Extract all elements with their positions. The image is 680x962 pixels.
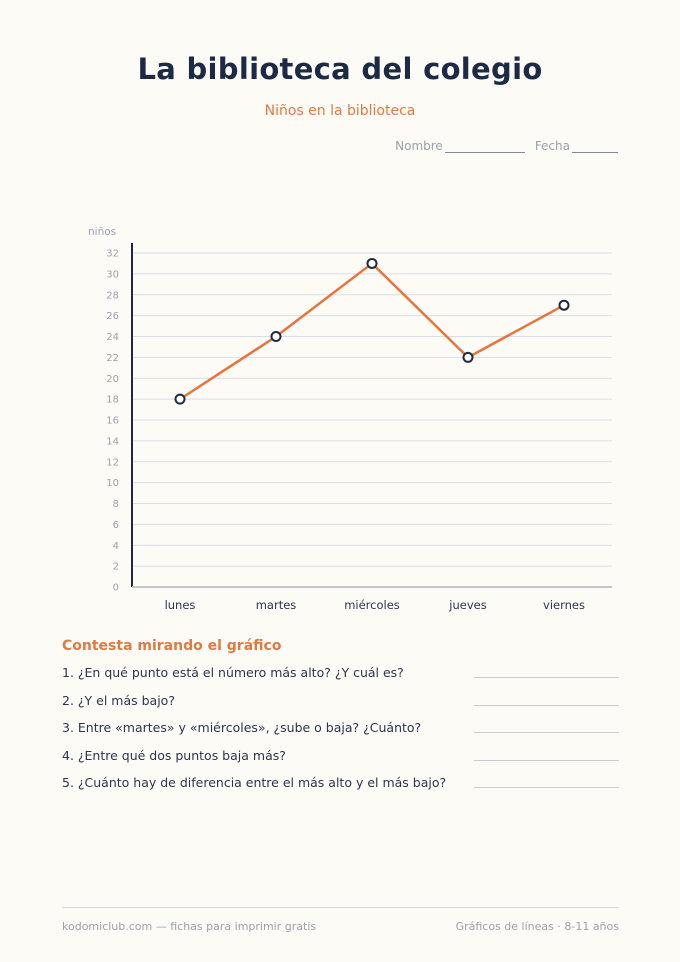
name-blank[interactable] <box>444 140 525 153</box>
date-field[interactable]: Fecha <box>535 139 618 153</box>
question-text: 2. ¿Y el más bajo? <box>62 692 175 708</box>
question-list: 1. ¿En qué punto está el número más alto… <box>62 665 619 803</box>
question-text: 4. ¿Entre qué dos puntos baja más? <box>62 747 286 763</box>
y-tick-label: 32 <box>106 249 119 260</box>
date-blank[interactable] <box>572 140 618 153</box>
question-text: 5. ¿Cuánto hay de diferencia entre el má… <box>62 775 447 790</box>
name-label: Nombre <box>395 139 443 153</box>
x-tick-label: jueves <box>448 598 486 612</box>
y-tick-label: 26 <box>106 311 119 322</box>
footer-topic: Gráficos de líneas · 8-11 años <box>455 920 619 933</box>
series-line <box>179 262 565 401</box>
data-point <box>462 351 474 363</box>
question-item: 1. ¿En qué punto está el número más alto… <box>62 665 619 693</box>
x-tick-label: miércoles <box>344 598 400 612</box>
y-tick-label: 6 <box>113 520 119 531</box>
answer-line[interactable] <box>474 704 619 706</box>
y-tick-label: 22 <box>106 353 119 364</box>
question-item: 5. ¿Cuánto hay de diferencia entre el má… <box>62 775 619 803</box>
data-point <box>174 393 186 405</box>
question-item: 2. ¿Y el más bajo? <box>62 693 619 721</box>
question-text: 1. ¿En qué punto está el número más alto… <box>62 665 404 680</box>
question-text: 3. Entre «martes» y «miércoles», ¿sube o… <box>62 720 422 735</box>
x-tick-label: viernes <box>543 598 585 612</box>
y-tick-label: 30 <box>106 269 119 280</box>
date-label: Fecha <box>534 139 570 153</box>
y-tick-label: 28 <box>106 290 119 301</box>
answer-line[interactable] <box>474 759 619 761</box>
data-point <box>366 257 378 269</box>
answer-line[interactable] <box>474 787 619 788</box>
answer-line[interactable] <box>474 677 619 678</box>
page-subtitle: Niños en la biblioteca <box>264 103 416 119</box>
y-tick-label: 14 <box>106 436 119 447</box>
y-tick-label: 10 <box>106 478 119 489</box>
name-field[interactable]: Nombre <box>395 139 525 153</box>
y-axis-label: niños <box>88 226 116 238</box>
y-tick-label: 18 <box>106 395 119 406</box>
y-tick-label: 20 <box>106 374 119 385</box>
y-tick-label: 4 <box>113 541 119 552</box>
questions-title: Contesta mirando el gráfico <box>62 638 282 654</box>
x-tick-label: lunes <box>165 598 196 612</box>
y-tick-label: 0 <box>113 583 119 594</box>
y-tick-label: 8 <box>113 499 119 510</box>
answer-line[interactable] <box>474 732 619 733</box>
footer-site: kodomiclub.com — fichas para imprimir gr… <box>62 920 317 933</box>
footer-divider <box>62 907 619 908</box>
question-item: 4. ¿Entre qué dos puntos baja más? <box>62 748 619 776</box>
question-item: 3. Entre «martes» y «miércoles», ¿sube o… <box>62 720 619 748</box>
x-tick-label: martes <box>256 598 297 612</box>
data-point <box>270 331 282 342</box>
student-fields: Nombre Fecha <box>395 139 618 153</box>
y-tick-label: 16 <box>106 416 119 427</box>
y-tick-label: 12 <box>106 457 119 468</box>
data-point <box>558 299 570 311</box>
y-tick-label: 2 <box>113 562 119 573</box>
y-tick-label: 24 <box>106 332 119 343</box>
page-title: La biblioteca del colegio <box>137 52 543 86</box>
